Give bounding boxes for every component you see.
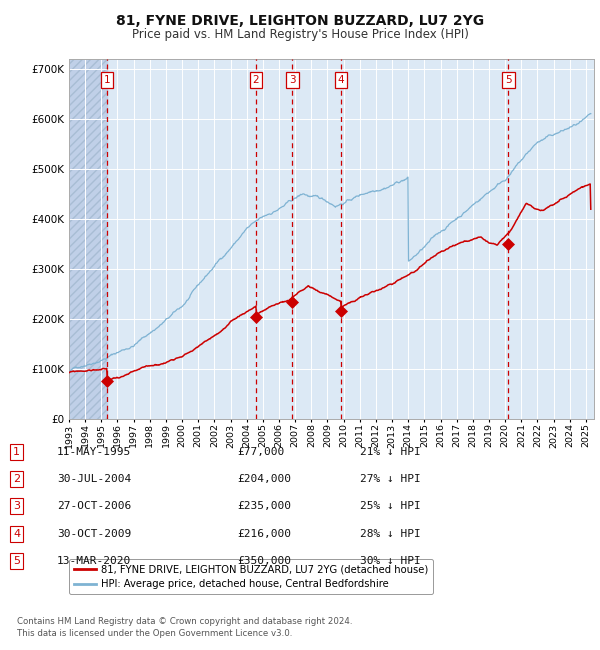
Text: 1: 1 — [104, 75, 110, 84]
Text: 2: 2 — [13, 474, 20, 484]
Text: Price paid vs. HM Land Registry's House Price Index (HPI): Price paid vs. HM Land Registry's House … — [131, 28, 469, 41]
Text: 21% ↓ HPI: 21% ↓ HPI — [360, 447, 421, 457]
Text: 25% ↓ HPI: 25% ↓ HPI — [360, 501, 421, 512]
Text: £204,000: £204,000 — [237, 474, 291, 484]
Text: 28% ↓ HPI: 28% ↓ HPI — [360, 528, 421, 539]
Text: £216,000: £216,000 — [237, 528, 291, 539]
Text: 4: 4 — [338, 75, 344, 84]
Text: 3: 3 — [289, 75, 296, 84]
Text: 27-OCT-2006: 27-OCT-2006 — [57, 501, 131, 512]
Text: 2: 2 — [253, 75, 259, 84]
Text: 30-OCT-2009: 30-OCT-2009 — [57, 528, 131, 539]
Text: 5: 5 — [505, 75, 512, 84]
Text: £77,000: £77,000 — [237, 447, 284, 457]
Text: Contains HM Land Registry data © Crown copyright and database right 2024.
This d: Contains HM Land Registry data © Crown c… — [17, 618, 352, 638]
Text: 30-JUL-2004: 30-JUL-2004 — [57, 474, 131, 484]
Text: 13-MAR-2020: 13-MAR-2020 — [57, 556, 131, 566]
Legend: 81, FYNE DRIVE, LEIGHTON BUZZARD, LU7 2YG (detached house), HPI: Average price, : 81, FYNE DRIVE, LEIGHTON BUZZARD, LU7 2Y… — [69, 559, 433, 594]
Text: 3: 3 — [13, 501, 20, 512]
Bar — [69, 58, 107, 419]
Text: £350,000: £350,000 — [237, 556, 291, 566]
Text: 11-MAY-1995: 11-MAY-1995 — [57, 447, 131, 457]
Text: 5: 5 — [13, 556, 20, 566]
Text: 4: 4 — [13, 528, 20, 539]
Text: £235,000: £235,000 — [237, 501, 291, 512]
Text: 81, FYNE DRIVE, LEIGHTON BUZZARD, LU7 2YG: 81, FYNE DRIVE, LEIGHTON BUZZARD, LU7 2Y… — [116, 14, 484, 29]
Bar — [69, 58, 107, 419]
Text: 1: 1 — [13, 447, 20, 457]
Text: 30% ↓ HPI: 30% ↓ HPI — [360, 556, 421, 566]
Text: 27% ↓ HPI: 27% ↓ HPI — [360, 474, 421, 484]
